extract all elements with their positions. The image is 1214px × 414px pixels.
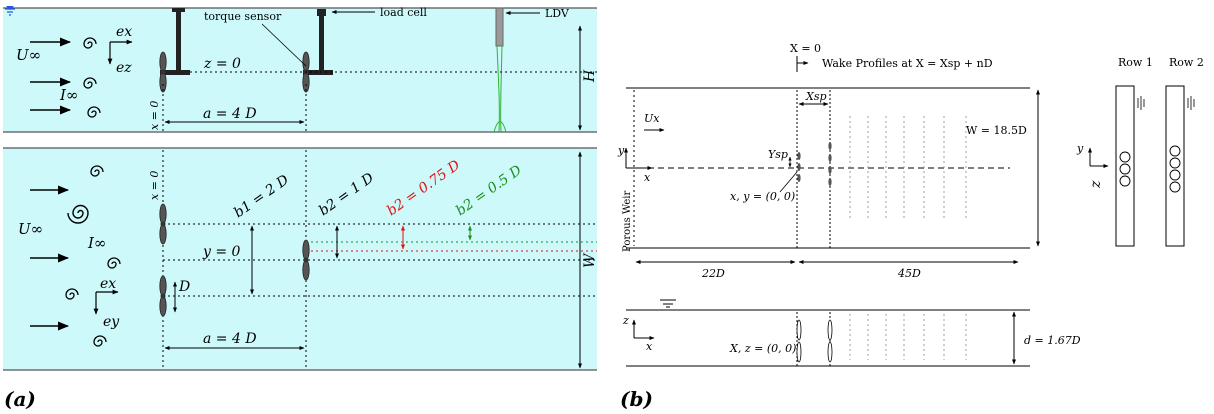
b-side-x: x [646,340,653,353]
load-cell-label: load cell [380,6,427,19]
plan-a: a = 4 D [203,331,257,347]
plan-turbine-3 [159,275,167,317]
b-ux: Ux [644,112,660,125]
b-xz-origin: X, z = (0, 0) [729,342,796,355]
turbine2-loadcell [317,9,326,16]
ldv-beam [493,45,507,133]
b-turbines-row2 [828,142,832,186]
ldv-label: LDV [545,7,570,20]
b-22D: 22D [701,267,725,280]
b-side-rotors [796,319,833,363]
b-x: x [644,171,651,184]
turbine1-nacelle [160,70,190,75]
side-ex: ex [116,24,132,40]
panel-b-side: z x X, z = (0, 0) d = 1.67D [622,299,1081,367]
turbine1-support [176,10,181,72]
plan-turbine-2 [302,239,310,281]
side-water [3,8,597,132]
b-rows-y: y [1076,142,1084,155]
plan-ey: ey [103,314,120,330]
side-a: a = 4 D [203,106,257,122]
plan-turbine-1 [159,203,167,245]
panel-b-label: (b) [620,387,653,411]
b-rows-z: z [1088,180,1104,189]
side-z0: z = 0 [203,56,241,72]
plan-x0: x = 0 [148,171,161,200]
panel-a-plan-view: U∞ I∞ ex ey x = 0 b1 = 2 D b2 = 1 D b2 =… [3,147,598,371]
turbine2-support [319,14,324,72]
side-ez: ez [116,60,132,76]
turbine1-top [172,8,185,12]
plan-W: W [582,252,598,268]
side-x0: x = 0 [148,101,161,130]
b-wake-title: Wake Profiles at X = Xsp + nD [822,57,993,70]
plan-y0: y = 0 [202,244,241,260]
panel-a-side-view: U∞ I∞ ex ez torque sensor load cell LDV … [3,6,598,133]
b-x0-arrow [796,56,808,72]
b-z: z [622,314,629,327]
b-wake-profile-lines [849,116,967,220]
side-u-inf: U∞ [16,46,41,64]
b-origin-pointer [779,171,798,193]
plan-i-inf: I∞ [87,234,106,252]
row2-surface-icon [1187,96,1195,110]
panel-b-plan: X = 0 Wake Profiles at X = Xsp + nD Poro… [617,42,1040,280]
turbine2-nacelle [303,70,333,75]
b-free-surface-icon [660,299,676,308]
b-row1: Row 1 [1118,56,1153,69]
b-porous-label: Porous Weir [622,191,633,252]
b-x0: X = 0 [790,42,821,55]
b-row2: Row 2 [1169,56,1204,69]
panel-a-label: (a) [4,387,36,411]
b-ysp: Ysp [768,148,788,161]
row2-turbines [1169,145,1181,193]
plan-D: D [178,279,190,295]
torque-sensor-pointer [261,23,307,67]
b-depth: d = 1.67D [1024,334,1081,347]
ldv-probe [495,7,504,47]
panel-b-rows: Row 1 Row 2 y z [1076,56,1204,247]
torque-sensor-label: torque sensor [204,10,282,23]
b-turbines-row1 [797,152,801,182]
row1-channel [1115,85,1135,247]
plan-u-inf: U∞ [18,220,43,238]
b-xsp: Xsp [805,90,827,103]
b-origin: x, y = (0, 0) [730,190,795,203]
b-W: W = 18.5D [966,124,1027,137]
b-y: y [617,144,625,157]
free-surface-triangle-icon [6,6,14,10]
row2-channel [1165,85,1185,247]
plan-water [3,148,597,370]
row1-surface-icon [1137,96,1145,110]
side-i-inf: I∞ [59,86,78,104]
plan-ex: ex [100,276,116,292]
side-H: H [582,69,598,83]
b-side-wake-lines [849,314,967,360]
b-45D: 45D [897,267,921,280]
row1-turbines [1119,151,1131,187]
